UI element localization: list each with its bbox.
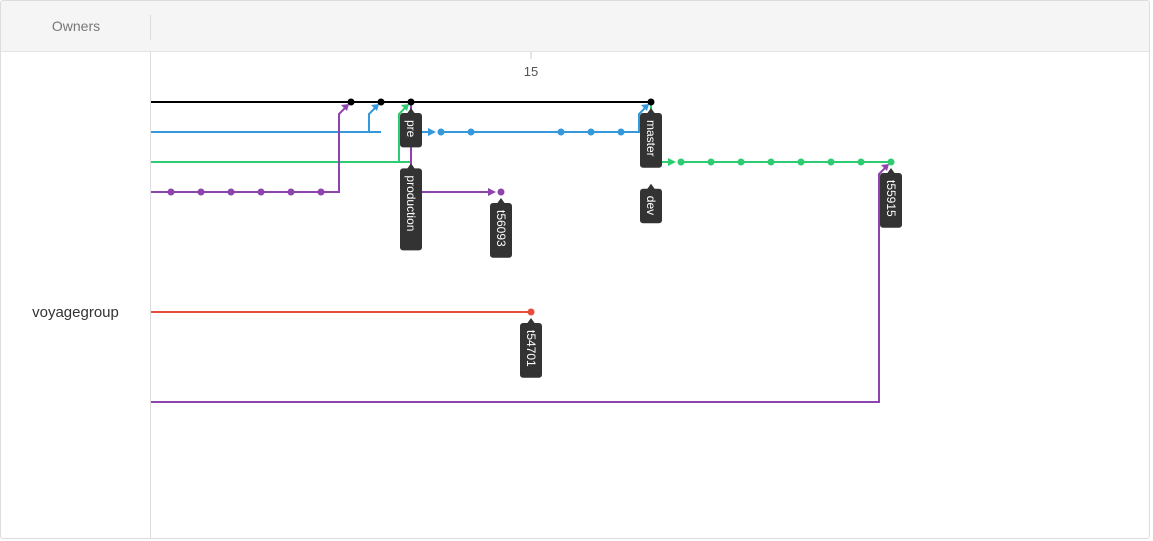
label-box (490, 203, 512, 258)
branch-edge (410, 102, 493, 193)
merge-edge (321, 104, 349, 193)
commit-dot[interactable] (287, 188, 295, 196)
timeline-tick-label: 15 (524, 64, 538, 79)
commit-dot[interactable] (557, 128, 565, 136)
graph-header: Owners (1, 1, 1149, 52)
edge-arrow-head (341, 104, 349, 111)
merge-edge (621, 104, 649, 133)
branch-label-text: t55915 (884, 180, 898, 217)
commit-dot[interactable] (197, 188, 205, 196)
branch-label[interactable]: t56093 (490, 198, 512, 258)
branch-label-text: dev (644, 196, 658, 215)
branch-label-text: t56093 (494, 210, 508, 247)
branch-label-text: master (644, 120, 658, 157)
commit-dot[interactable] (167, 188, 175, 196)
branch-label-text: pre (404, 120, 418, 138)
commit-dot[interactable] (257, 188, 265, 196)
commit-dot[interactable] (737, 158, 745, 166)
owners-column-title: Owners (51, 18, 101, 34)
merge-edge (861, 164, 889, 403)
merge-edge (381, 104, 409, 163)
edge-arrow-head (641, 104, 649, 111)
commit-dot[interactable] (317, 188, 325, 196)
commit-dot[interactable] (617, 128, 625, 136)
edge-arrow-head (371, 104, 379, 111)
merge-edge (351, 104, 379, 133)
label-box (640, 188, 662, 224)
branch-label[interactable]: t55915 (880, 168, 902, 228)
commit-dot[interactable] (347, 98, 355, 106)
commit-dot[interactable] (407, 98, 415, 106)
owner-name[interactable]: voyagegroup (32, 304, 119, 321)
commit-dot[interactable] (437, 128, 445, 136)
label-box (520, 323, 542, 378)
owners-column: voyagegroup (1, 52, 151, 538)
edge-arrow-head (881, 164, 889, 171)
commit-dot[interactable] (797, 158, 805, 166)
commit-dot[interactable] (377, 98, 385, 106)
commit-dot[interactable] (647, 98, 655, 106)
branch-label[interactable]: pre (400, 108, 422, 148)
commit-dot[interactable] (587, 128, 595, 136)
commit-dot[interactable] (467, 128, 475, 136)
edge-arrow-head (488, 188, 496, 196)
branch-label[interactable]: master (640, 108, 662, 168)
label-box (400, 113, 422, 148)
commit-dot[interactable] (677, 158, 685, 166)
header-divider (150, 15, 151, 40)
commit-dot[interactable] (767, 158, 775, 166)
commit-dot[interactable] (827, 158, 835, 166)
label-box (880, 173, 902, 228)
branch-label[interactable]: t54701 (520, 318, 542, 378)
branch-label[interactable]: dev (640, 183, 662, 224)
commit-dot[interactable] (497, 188, 505, 196)
commit-dot[interactable] (857, 158, 865, 166)
branch-label-text: production (404, 175, 418, 231)
branch-label-text: t54701 (524, 330, 538, 367)
branch-label[interactable]: production (400, 163, 422, 251)
edge-arrow-head (668, 158, 676, 166)
commit-dot[interactable] (227, 188, 235, 196)
edge-arrow-head (428, 128, 436, 136)
edge-arrow-head (401, 104, 409, 111)
commit-dot[interactable] (707, 158, 715, 166)
label-box (640, 113, 662, 168)
label-box (400, 168, 422, 251)
commit-dot[interactable] (527, 308, 535, 316)
commit-dot[interactable] (887, 158, 895, 166)
